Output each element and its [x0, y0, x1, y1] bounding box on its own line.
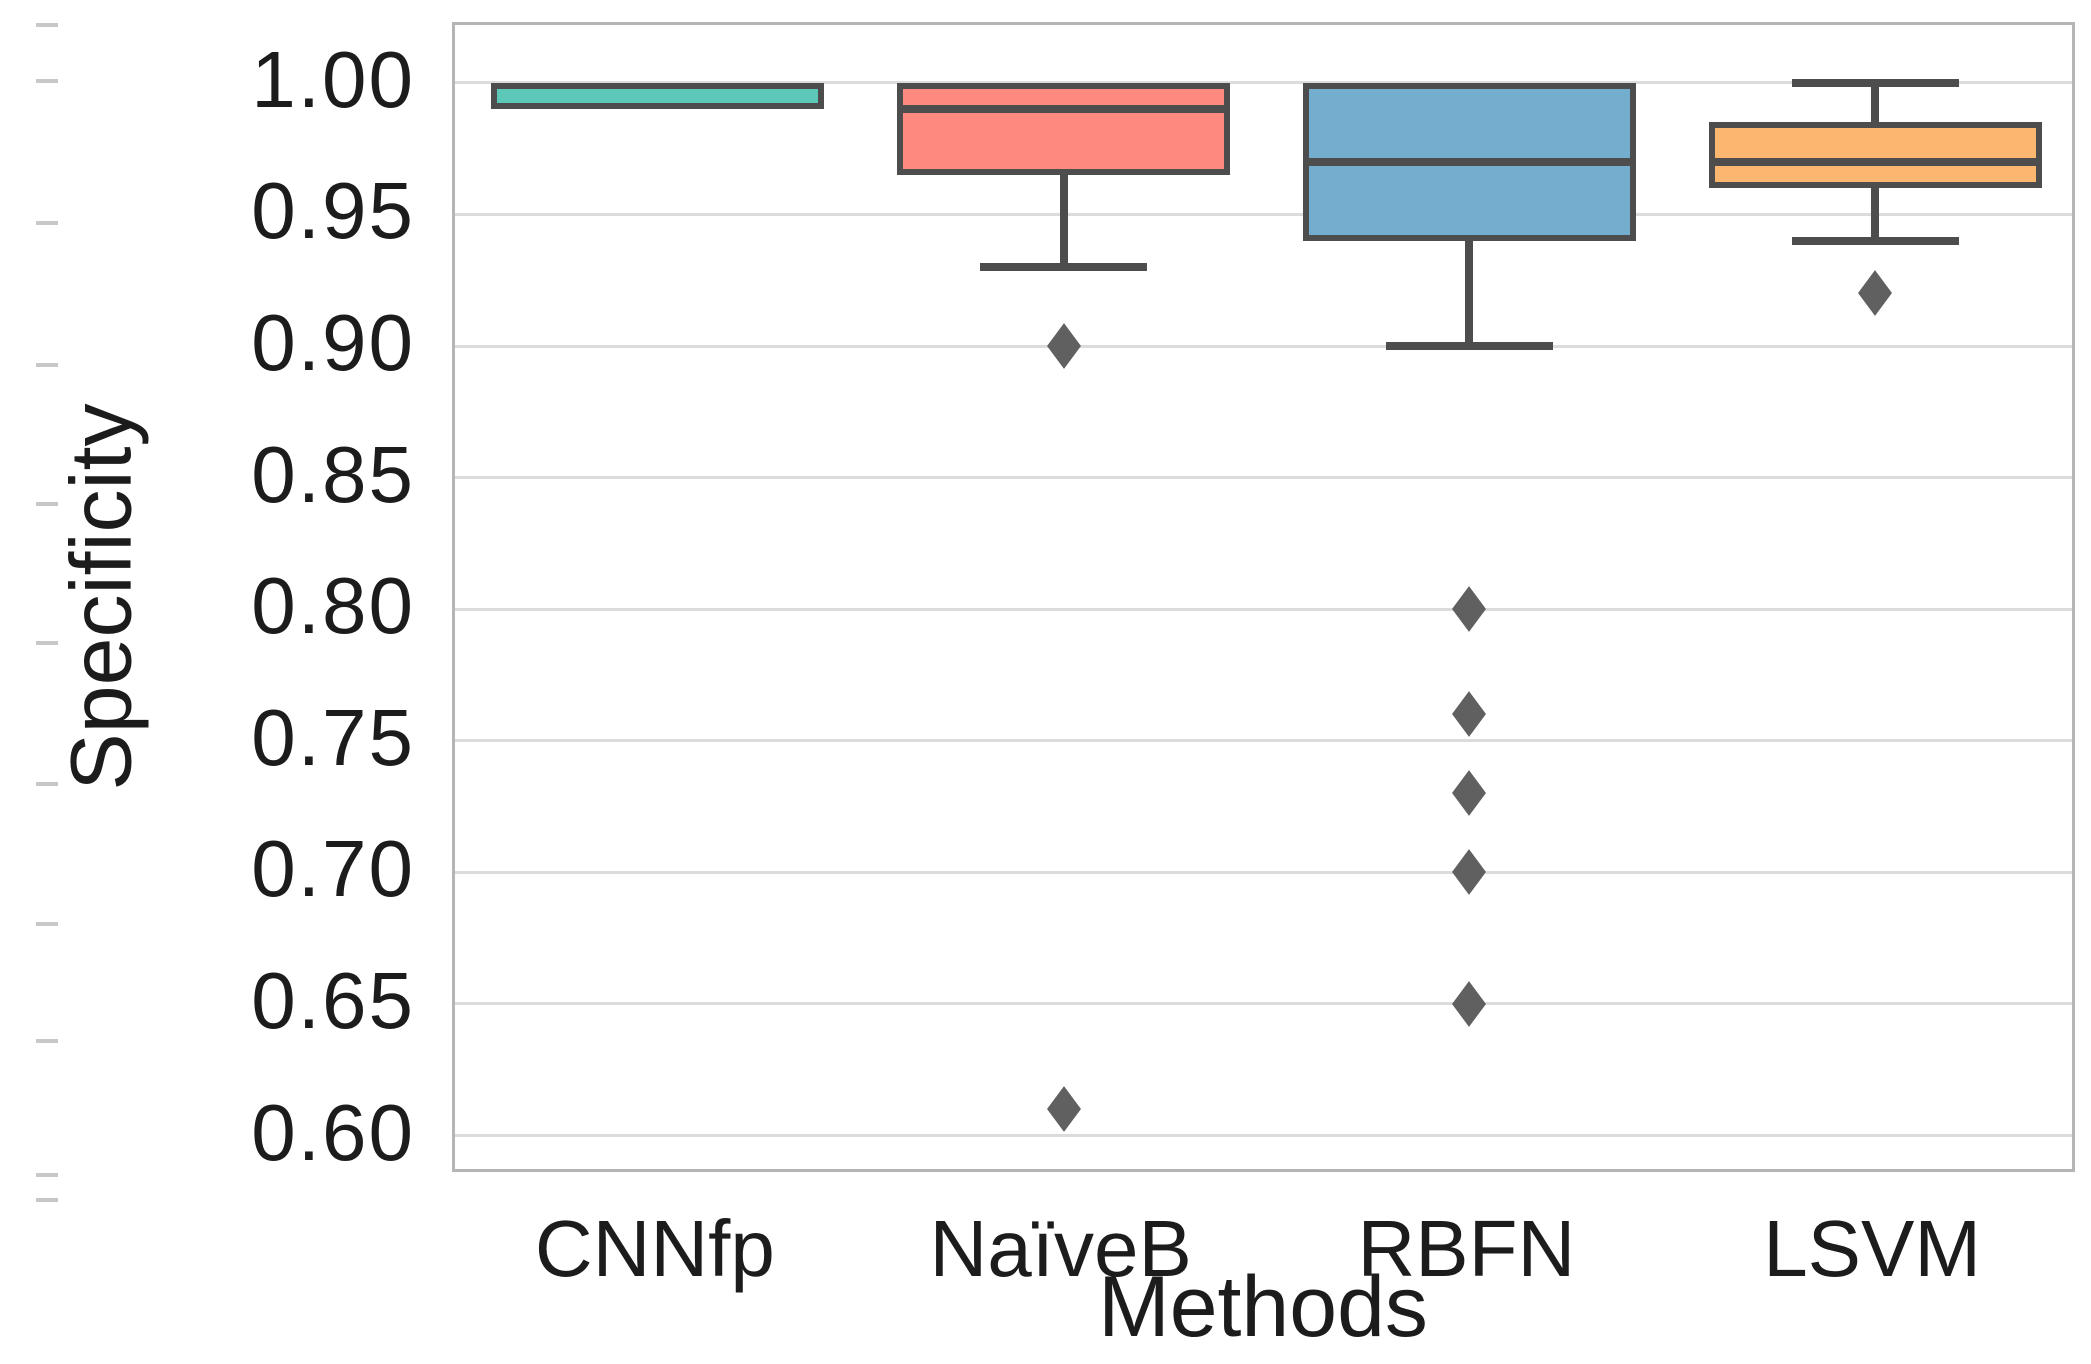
plot-area	[452, 22, 2075, 1172]
gridline	[455, 607, 2072, 611]
outlier-diamond	[1452, 849, 1487, 896]
gridline	[455, 739, 2072, 743]
left-edge-tick	[36, 782, 58, 786]
y-tick-label: 0.70	[251, 824, 415, 914]
box-cnnfp	[491, 82, 825, 110]
left-edge-tick	[36, 922, 58, 926]
outlier-diamond	[1452, 691, 1487, 738]
y-tick-label: 0.80	[251, 561, 415, 651]
left-edge-tick	[36, 1039, 58, 1043]
box-naveb	[897, 82, 1231, 175]
left-edge-tick	[36, 363, 58, 367]
whisker-cap	[1791, 78, 1959, 87]
whisker-cap	[1385, 342, 1553, 351]
whisker-stem	[1059, 175, 1068, 268]
outlier-diamond	[1858, 270, 1893, 317]
left-edge-tick	[36, 641, 58, 645]
left-edge-tick	[36, 23, 58, 27]
outlier-diamond	[1452, 586, 1487, 633]
gridline	[455, 212, 2072, 216]
y-tick-label: 0.90	[251, 298, 415, 388]
left-edge-tick	[36, 1198, 58, 1202]
whisker-stem	[1871, 188, 1880, 241]
x-tick-label-cnnfp: CNNfp	[534, 1204, 775, 1293]
y-tick-label: 1.00	[251, 34, 415, 124]
outlier-diamond	[1452, 770, 1487, 817]
y-tick-label: 0.95	[251, 166, 415, 256]
whisker-cap	[1791, 236, 1959, 245]
left-edge-tick	[36, 1173, 58, 1177]
x-tick-label-rbfn: RBFN	[1357, 1204, 1576, 1293]
median-line	[1308, 157, 1630, 166]
box-lsvm	[1708, 122, 2042, 189]
outlier-diamond	[1046, 323, 1081, 369]
gridline	[455, 476, 2072, 480]
outlier-diamond	[1046, 1086, 1081, 1133]
left-edge-tick	[36, 79, 58, 83]
left-edge-tick	[36, 502, 58, 506]
y-axis-title: Specificity	[53, 403, 150, 791]
x-tick-label-naveb: NaïveB	[929, 1204, 1192, 1293]
gridline	[455, 1134, 2072, 1138]
y-tick-label: 0.60	[251, 1087, 415, 1177]
y-tick-label: 0.75	[251, 692, 415, 782]
gridline	[455, 344, 2072, 348]
median-line	[903, 105, 1225, 114]
whisker-cap	[980, 263, 1148, 272]
y-tick-label: 0.85	[251, 429, 415, 519]
gridline	[455, 870, 2072, 874]
gridline	[455, 1002, 2072, 1006]
y-tick-label: 0.65	[251, 955, 415, 1045]
x-axis-title: Methods	[1098, 1259, 1428, 1355]
whisker-stem	[1465, 240, 1474, 347]
median-line	[1714, 157, 2036, 166]
gridline	[455, 81, 2072, 85]
left-edge-tick	[36, 221, 58, 225]
x-tick-label-lsvm: LSVM	[1763, 1204, 1982, 1293]
whisker-stem	[1871, 82, 1880, 123]
outlier-diamond	[1452, 981, 1487, 1027]
